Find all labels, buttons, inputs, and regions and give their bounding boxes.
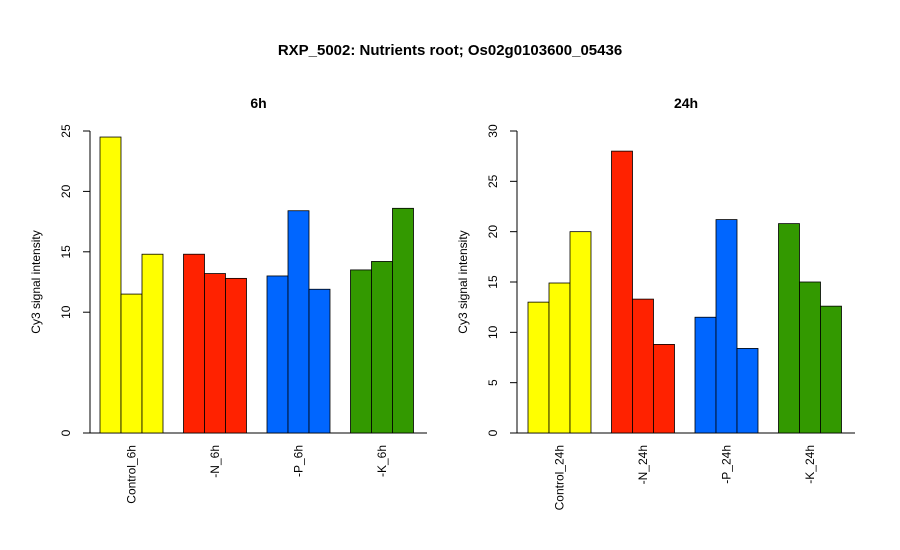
x-category-label: -P_24h	[720, 445, 734, 484]
bar	[611, 150, 633, 434]
y-tick-label: 25	[59, 124, 73, 138]
bar	[632, 298, 654, 434]
y-tick-label: 20	[486, 225, 500, 239]
x-category-label: Control_6h	[125, 445, 139, 504]
y-tick-label: 10	[59, 305, 73, 319]
panel-title: 6h	[250, 95, 266, 111]
bar	[204, 273, 226, 434]
y-tick-label: 20	[59, 184, 73, 198]
bar	[141, 253, 164, 434]
bar	[350, 269, 372, 434]
x-category-label: -P_6h	[292, 445, 306, 477]
panel-title: 24h	[674, 95, 698, 111]
bar	[820, 305, 842, 434]
bar	[266, 275, 289, 434]
figure-title: RXP_5002: Nutrients root; Os02g0103600_0…	[278, 42, 622, 59]
x-category-label: -N_24h	[636, 445, 650, 484]
x-category-label: Control_24h	[553, 445, 567, 510]
y-tick-label: 0	[59, 429, 73, 436]
y-tick-label: 30	[486, 124, 500, 138]
bar	[548, 282, 571, 434]
bar	[371, 261, 393, 434]
bar	[308, 288, 331, 434]
bar	[569, 231, 592, 434]
bar	[287, 210, 310, 434]
panel-24h: 24h Cy3 signal intensity 0 5 10 15 20 25 30 Contr…	[456, 95, 855, 510]
y-axis-label: Cy3 signal intensity	[29, 230, 43, 333]
y-tick-label: 25	[486, 174, 500, 188]
y-tick-label: 15	[486, 275, 500, 289]
bar	[715, 219, 738, 434]
bar	[653, 344, 675, 434]
y-axis-label: Cy3 signal intensity	[456, 230, 470, 333]
bar	[778, 223, 800, 434]
bar	[183, 253, 205, 434]
bar	[99, 136, 122, 434]
y-tick-label: 0	[486, 429, 500, 436]
bar	[694, 316, 717, 434]
bar	[392, 207, 414, 434]
panel-6h: 6h Cy3 signal intensity 0 10 15 20 25 Control_6…	[29, 95, 427, 504]
x-category-label: -N_6h	[208, 445, 222, 478]
y-tick-label: 5	[486, 379, 500, 386]
bar	[225, 277, 247, 434]
x-category-label: -K_6h	[375, 445, 389, 477]
bar	[120, 293, 143, 434]
y-tick-label: 10	[486, 325, 500, 339]
bar	[527, 301, 550, 434]
x-category-label: -K_24h	[803, 445, 817, 484]
y-tick-label: 15	[59, 245, 73, 259]
bar	[736, 348, 759, 434]
bar	[799, 281, 821, 434]
